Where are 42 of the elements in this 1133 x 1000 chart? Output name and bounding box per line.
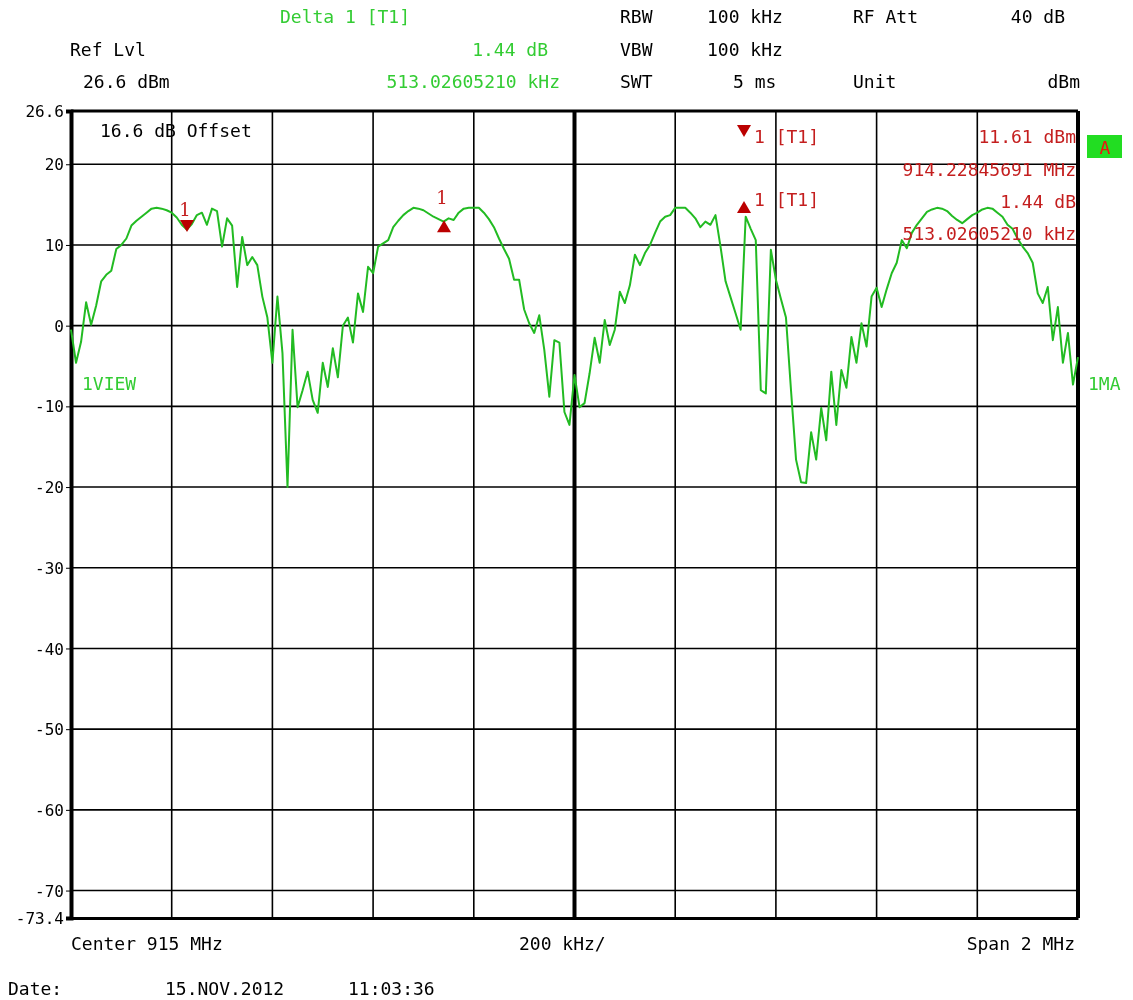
text: 40 dB — [1010, 6, 1065, 27]
y-tick-label: -60 — [35, 800, 64, 820]
text: 1.44 dB — [472, 39, 548, 60]
y-tick-label: 10 — [44, 236, 64, 256]
annotation: 11.61 dBm — [978, 126, 1076, 147]
y-tick-label: -30 — [35, 558, 64, 578]
text: 100 kHz — [707, 39, 783, 60]
text: 513.02605210 kHz — [386, 71, 560, 92]
y-tick-label: -73.4 — [15, 909, 64, 929]
y-tick-label: -10 — [35, 397, 64, 417]
text: RBW — [620, 6, 653, 27]
y-tick-label: -50 — [35, 720, 64, 740]
text: Date: — [8, 978, 63, 999]
y-tick-label: 20 — [44, 155, 64, 175]
text: 11:03:36 — [348, 978, 435, 999]
text: dBm — [1047, 71, 1080, 92]
text: 15.NOV.2012 — [165, 978, 285, 999]
annotation: 1 — [179, 198, 191, 220]
text: 1MA — [1088, 373, 1121, 394]
annotation: 1 [T1] — [754, 126, 820, 147]
text: Delta 1 [T1] — [280, 6, 411, 27]
text: Center 915 MHz — [71, 933, 223, 954]
y-tick-label: -70 — [35, 881, 64, 901]
text: A — [1099, 137, 1111, 158]
y-tick-label: 26.6 — [25, 102, 64, 122]
text: 5 ms — [733, 71, 777, 92]
text: 100 kHz — [707, 6, 783, 27]
y-tick-label: 0 — [54, 316, 64, 336]
annotation: 1VIEW — [82, 373, 137, 394]
annotation: 1 [T1] — [754, 189, 820, 210]
y-tick-label: -20 — [35, 478, 64, 498]
y-tick-label: -40 — [35, 639, 64, 659]
text: VBW — [620, 39, 653, 60]
annotation: 1 — [436, 187, 448, 209]
text: SWT — [620, 71, 653, 92]
text: 200 kHz/ — [519, 933, 606, 954]
annotation: 1.44 dB — [1000, 191, 1076, 212]
text: Span 2 MHz — [966, 933, 1075, 954]
text: RF Att — [853, 6, 919, 27]
text: Unit — [853, 71, 897, 92]
text: Ref Lvl — [70, 39, 146, 60]
text: 26.6 dBm — [83, 71, 170, 92]
